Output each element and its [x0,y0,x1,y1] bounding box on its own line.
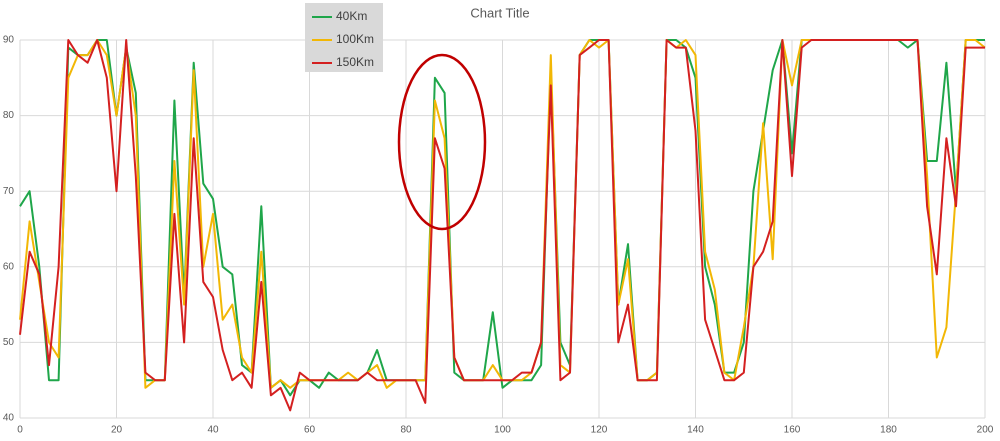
y-tick-label: 90 [3,35,15,46]
x-tick-label: 120 [591,425,608,436]
x-tick-label: 80 [400,425,412,436]
x-tick-label: 200 [977,425,994,436]
x-tick-label: 20 [111,425,123,436]
y-tick-label: 70 [3,186,15,197]
x-tick-label: 100 [494,425,511,436]
y-tick-label: 80 [3,110,15,121]
x-tick-label: 40 [207,425,219,436]
legend-label: 100Km [336,32,374,46]
y-tick-label: 50 [3,337,15,348]
x-tick-label: 0 [17,425,23,436]
y-tick-label: 40 [3,413,15,424]
x-tick-label: 140 [687,425,704,436]
x-tick-label: 160 [784,425,801,436]
y-tick-label: 60 [3,261,15,272]
annotation-ellipse [397,53,487,231]
legend-box [305,3,383,72]
series-line [19,39,985,412]
chart-title: Chart Title [470,5,529,20]
plot-area: 40 50 60 70 80 90 0 20 40 60 80 100 120 140 160 180 200 [3,35,994,436]
legend-label: 150Km [336,55,374,69]
legend: 40Km 100Km 150Km [312,9,374,69]
x-tick-label: 60 [304,425,316,436]
x-tick-label: 180 [880,425,897,436]
legend-label: 40Km [336,9,367,23]
